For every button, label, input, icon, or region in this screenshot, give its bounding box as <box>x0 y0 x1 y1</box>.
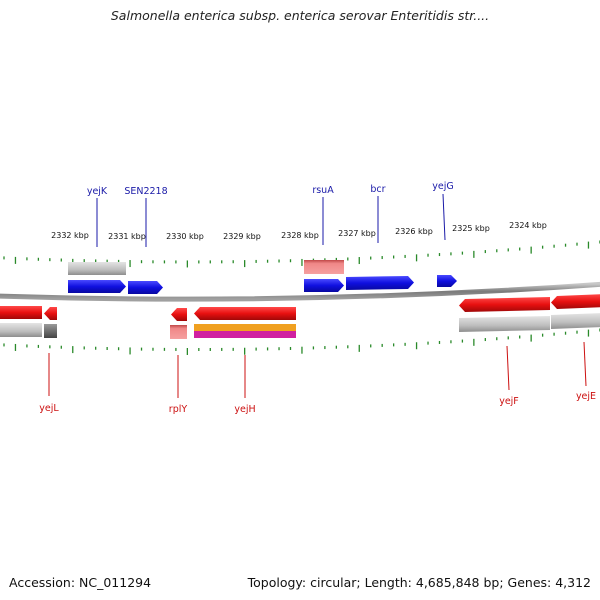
gene-label-yejH[interactable]: yejH <box>234 404 255 415</box>
gene-arrow-yejL-b[interactable] <box>44 307 57 320</box>
gene-arrow-yejL-a[interactable] <box>0 306 42 319</box>
yejK-similarity-bar[interactable] <box>68 262 126 275</box>
gene-label-yejF[interactable]: yejF <box>499 396 519 407</box>
upper-rna-track <box>68 260 344 275</box>
callout-yejE <box>583 341 587 387</box>
inner-tick-ring <box>3 328 600 355</box>
accession-label: Accession: NC_011294 <box>9 575 152 590</box>
forward-gene-track <box>68 275 457 294</box>
bottom-gene-labels: yejL rplY yejH yejF yejE <box>39 341 596 415</box>
gene-label-yejE[interactable]: yejE <box>576 391 596 402</box>
top-gene-labels: yejK SEN2218 rsuA bcr yejG <box>87 181 454 247</box>
scale-label-2326: 2326 kbp <box>395 227 433 236</box>
callout-yejG <box>442 193 446 241</box>
yejL-dark-bar[interactable] <box>44 324 57 338</box>
yejE-similarity-bar[interactable] <box>551 313 600 329</box>
yejL-similarity-bar[interactable] <box>0 323 42 337</box>
yejF-similarity-bar[interactable] <box>459 316 550 332</box>
gene-arrow-yejH[interactable] <box>194 307 296 320</box>
gene-label-yejG[interactable]: yejG <box>432 181 453 192</box>
gene-label-rsuA[interactable]: rsuA <box>312 185 334 196</box>
scale-label-2332: 2332 kbp <box>51 231 89 240</box>
rsuA-rna-feature[interactable] <box>304 260 344 274</box>
scale-label-2331: 2331 kbp <box>108 232 146 241</box>
genome-backbone <box>0 281 600 302</box>
gene-arrow-rplY[interactable] <box>171 308 187 321</box>
scale-labels: 2332 kbp 2331 kbp 2330 kbp 2329 kbp 2328… <box>51 221 547 241</box>
scale-label-2327: 2327 kbp <box>338 229 376 238</box>
map-title: Salmonella enterica subsp. enterica sero… <box>110 8 490 23</box>
lower-feature-track <box>0 313 600 339</box>
yejH-orange-feature[interactable] <box>194 324 296 331</box>
gene-arrow-yejE[interactable] <box>551 294 600 309</box>
reverse-gene-track <box>0 294 600 321</box>
gene-label-yejL[interactable]: yejL <box>39 403 59 414</box>
gene-label-SEN2218[interactable]: SEN2218 <box>124 186 167 197</box>
yejH-magenta-feature[interactable] <box>194 331 296 338</box>
scale-label-2330: 2330 kbp <box>166 232 204 241</box>
topology-summary: Topology: circular; Length: 4,685,848 bp… <box>247 575 591 590</box>
gene-arrow-rsuA[interactable] <box>304 279 344 292</box>
gene-label-yejK[interactable]: yejK <box>87 186 108 197</box>
scale-label-2328: 2328 kbp <box>281 231 319 240</box>
gene-arrow-bcr[interactable] <box>346 276 414 290</box>
scale-label-2324: 2324 kbp <box>509 221 547 230</box>
scale-label-2325: 2325 kbp <box>452 224 490 233</box>
gene-arrow-SEN2218[interactable] <box>128 281 163 294</box>
rplY-rna-feature[interactable] <box>170 325 187 339</box>
gene-arrow-yejF[interactable] <box>459 297 550 312</box>
scale-label-2329: 2329 kbp <box>223 232 261 241</box>
gene-arrow-yejG[interactable] <box>437 275 457 287</box>
gene-arrow-yejK[interactable] <box>68 280 126 293</box>
callout-yejF <box>506 345 510 391</box>
gene-label-bcr[interactable]: bcr <box>370 184 385 195</box>
gene-label-rplY[interactable]: rplY <box>169 404 188 415</box>
